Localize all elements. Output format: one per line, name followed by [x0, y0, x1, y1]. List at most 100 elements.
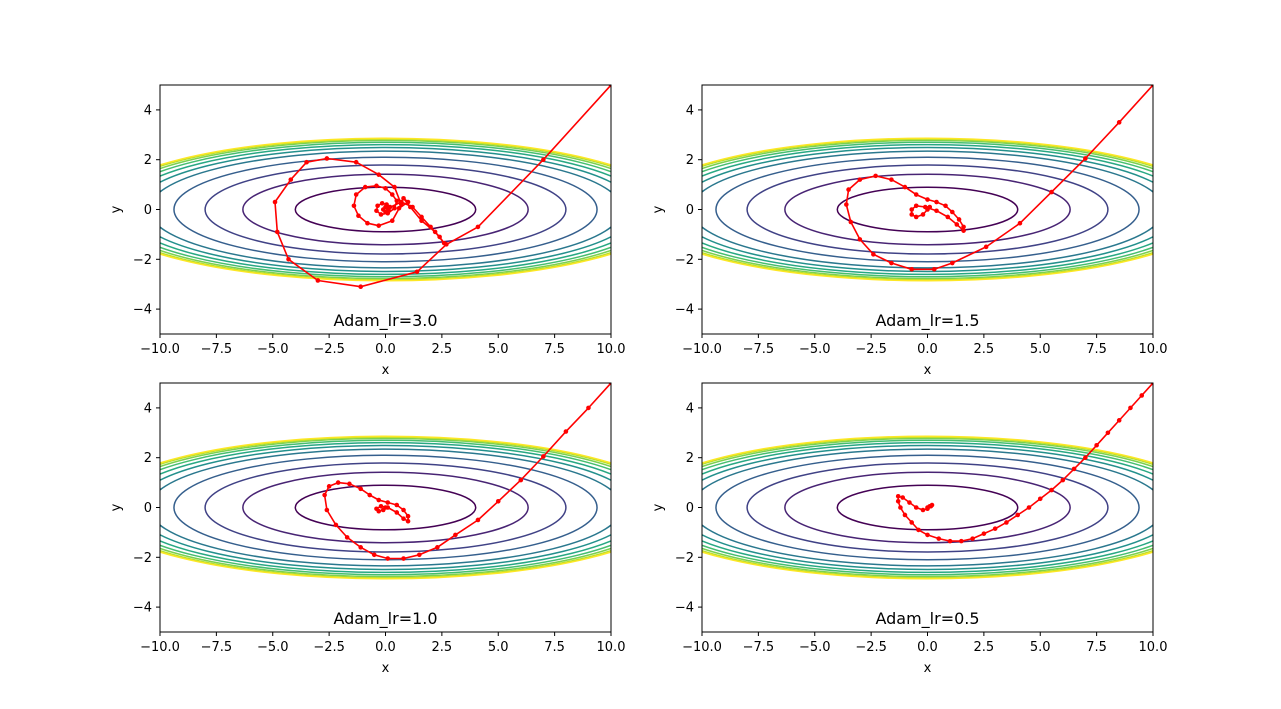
trajectory-point	[376, 508, 382, 514]
trajectory-point	[344, 535, 350, 540]
trajectory-point	[375, 203, 380, 209]
contour-level-5	[160, 448, 611, 567]
x-tick-label: −7.5	[201, 342, 233, 357]
x-tick-label: −5.0	[799, 640, 831, 655]
trajectory-point	[401, 516, 406, 522]
x-axis-label: x	[924, 363, 932, 378]
x-tick-label: 2.5	[974, 640, 995, 655]
y-tick-label: 4	[144, 103, 152, 118]
trajectory-point	[920, 212, 926, 217]
trajectory-point	[1128, 405, 1133, 411]
contour-level-7	[702, 143, 1153, 276]
trajectory-point	[379, 200, 385, 206]
trajectory-point	[992, 526, 998, 531]
trajectory-point	[541, 157, 546, 162]
y-axis-label: y	[109, 503, 124, 511]
trajectory-point	[367, 492, 373, 498]
trajectory-point	[358, 284, 363, 289]
y-tick-label: 2	[686, 153, 694, 168]
trajectory-point	[846, 187, 851, 192]
trajectory-point	[376, 497, 382, 503]
trajectory-point	[414, 269, 420, 275]
trajectory-point	[909, 207, 915, 212]
trajectory-point	[857, 177, 863, 182]
trajectory-point	[1150, 383, 1153, 386]
contour-level-3	[204, 164, 567, 255]
trajectory-point	[417, 552, 422, 558]
x-axis-label: x	[382, 661, 390, 676]
contour-level-3	[746, 462, 1109, 553]
plot-area	[160, 383, 611, 580]
trajectory-point	[405, 513, 411, 519]
trajectory-point	[961, 228, 966, 233]
contour-level-6	[160, 146, 611, 273]
x-tick-label: 10.0	[1139, 342, 1168, 357]
x-axis-label: x	[382, 363, 390, 378]
trajectory-point	[392, 184, 397, 190]
y-tick-label: −2	[133, 253, 152, 268]
plot-area	[160, 85, 611, 289]
x-tick-label: 2.5	[974, 342, 995, 357]
trajectory-point	[873, 173, 878, 179]
contour-level-3	[204, 462, 567, 553]
trajectory-point	[394, 198, 400, 204]
trajectory-point	[441, 240, 447, 246]
y-tick-label: 2	[144, 451, 152, 466]
contour-level-5	[702, 150, 1153, 269]
trajectory-point	[943, 203, 948, 209]
x-tick-label: −7.5	[201, 640, 233, 655]
trajectory-point	[378, 212, 384, 217]
subplot-4: −10.0 −7.5 −5.0 −2.5 0.0 2.5 5.0 7.5 10.0 −4 −2 0 2 4…	[651, 382, 1167, 676]
trajectory-point	[453, 532, 458, 538]
x-tick-label: 10.0	[597, 342, 626, 357]
trajectory-point	[586, 405, 591, 411]
x-tick-label: 2.5	[432, 342, 453, 357]
trajectory-point	[335, 480, 341, 485]
trajectory-point	[857, 237, 863, 242]
trajectory-point	[1116, 418, 1122, 423]
contour-level-4	[173, 454, 598, 561]
x-tick-label: −2.5	[313, 640, 345, 655]
contour-level-7	[702, 441, 1153, 574]
contour-level-11	[702, 137, 1153, 282]
trajectory-point	[304, 159, 309, 165]
trajectory-point	[389, 218, 395, 224]
y-axis-label: y	[651, 503, 666, 511]
trajectory-point	[909, 520, 915, 525]
y-tick-label: −2	[133, 551, 152, 566]
x-tick-label: 5.0	[1030, 640, 1051, 655]
contour-level-4	[173, 156, 598, 263]
trajectory-point	[541, 454, 546, 459]
contour-level-1	[836, 484, 1019, 531]
trajectory-point	[419, 218, 424, 224]
trajectory-point	[871, 252, 876, 257]
trajectory-point	[1060, 477, 1066, 483]
contour-level-11	[702, 435, 1153, 580]
trajectory-point	[428, 224, 433, 230]
y-tick-label: 0	[144, 501, 152, 516]
trajectory-point	[495, 498, 501, 504]
y-tick-label: 0	[144, 203, 152, 218]
trajectory-point	[408, 204, 413, 210]
trajectory-point	[356, 213, 361, 219]
trajectory-point	[376, 172, 382, 177]
trajectory-point	[324, 156, 330, 161]
trajectory-point	[322, 492, 327, 498]
y-tick-label: −2	[675, 551, 694, 566]
contour-level-9	[702, 437, 1153, 578]
trajectory-point	[950, 260, 955, 266]
y-axis-label: y	[109, 205, 124, 213]
trajectory-point	[934, 199, 939, 205]
trajectory-point	[931, 266, 937, 272]
trajectory-point	[475, 224, 481, 230]
trajectory-point	[1071, 466, 1077, 472]
trajectory-point	[347, 481, 352, 487]
trajectory-line	[274, 85, 611, 288]
trajectory-point	[1083, 455, 1088, 461]
x-tick-label: 0.0	[917, 342, 938, 357]
trajectory-point	[401, 556, 406, 561]
contour-level-10	[702, 138, 1153, 281]
trajectory-point	[371, 552, 377, 558]
trajectory-point	[898, 505, 903, 510]
